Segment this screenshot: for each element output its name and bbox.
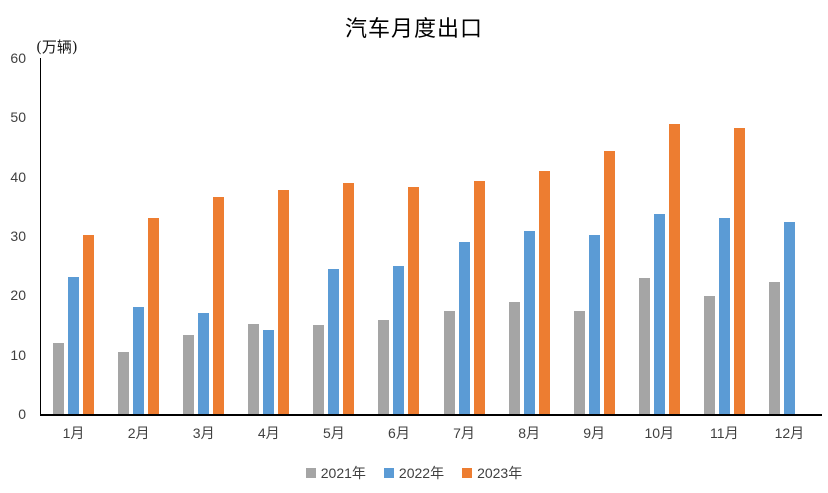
bar-group-3月: 3月 [171,58,236,441]
bar-2021年-2月 [118,351,130,414]
bar-group-4月: 4月 [236,58,301,441]
bar-2023年-2月 [148,218,160,414]
bar-group-6月: 6月 [366,58,431,441]
bar-2022年-5月 [328,268,340,414]
plot-area: 0 10 20 30 40 50 60 1月 2月 3月 4月 5月 6月 7月 8月 9月 10月 11月 12… [10,50,822,441]
bar-2023年-5月 [343,183,355,414]
y-tick-label-40: 40 [10,168,26,185]
y-tick-label-20: 20 [10,287,26,304]
bar-2021年-4月 [248,324,260,414]
bar-group-7月: 7月 [431,58,496,441]
y-tick-label-60: 60 [10,50,26,66]
bar-2023年-11月 [733,128,745,414]
x-axis-label-4月: 4月 [257,425,280,441]
bar-2021年-11月 [703,295,715,414]
bar-2022年-4月 [263,330,275,414]
bar-2023年-8月 [538,171,550,414]
bar-2022年-3月 [198,313,210,414]
bar-groups: 1月 2月 3月 4月 5月 6月 7月 8月 9月 10月 11月 12月 [41,58,822,441]
x-axis-label-6月: 6月 [388,425,410,441]
bar-2021年-8月 [508,302,520,414]
bar-2022年-9月 [588,235,600,414]
x-axis-label-5月: 5月 [322,425,345,441]
legend: 2021年 2022年 2023年 [0,463,828,483]
legend-label: 2021年 [320,465,366,481]
bar-group-11月: 11月 [692,58,757,441]
x-axis-label-7月: 7月 [453,425,475,441]
bar-2022年-7月 [458,241,470,414]
legend-marker-icon [383,468,394,478]
bar-2021年-10月 [638,277,650,414]
y-axis-unit-label: (万辆) [36,38,78,56]
chart-title: 汽车月度出口 [344,17,483,42]
legend-marker-icon [305,468,316,478]
bar-2023年-9月 [603,150,615,414]
x-axis-label-9月: 9月 [583,425,606,441]
bar-2021年-9月 [573,311,585,414]
x-axis-label-3月: 3月 [192,425,215,441]
bar-group-2月: 2月 [106,58,171,441]
bar-2023年-10月 [668,123,680,414]
bar-group-1月: 1月 [41,58,106,441]
bar-2023年-1月 [83,235,95,414]
bar-2021年-1月 [53,343,65,414]
bar-2022年-11月 [718,218,730,414]
bar-2021年-7月 [443,310,455,414]
y-tick-label-50: 50 [10,109,26,126]
bar-group-5月: 5月 [301,58,366,441]
x-axis-label-2月: 2月 [127,425,150,441]
bar-2022年-12月 [783,221,795,414]
legend-marker-icon [462,468,473,478]
bar-group-8月: 8月 [497,58,562,441]
legend-item-2021年: 2021年 [305,463,366,483]
bar-2023年-4月 [278,190,290,414]
bar-2021年-5月 [313,325,325,414]
y-tick-label-10: 10 [10,346,26,363]
legend-label: 2023年 [477,465,523,481]
bar-2023年-3月 [213,197,225,414]
x-axis-label-1月: 1月 [62,425,85,441]
y-tick-label-0: 0 [18,406,26,422]
bar-2023年-6月 [408,187,420,414]
x-axis-label-8月: 8月 [518,425,540,441]
x-axis-label-12月: 12月 [774,425,805,441]
x-axis-label-10月: 10月 [644,425,675,441]
bar-2021年-6月 [378,320,390,414]
bar-group-10月: 10月 [627,58,692,441]
bar-2021年-12月 [768,281,780,414]
bar-2021年-3月 [183,335,195,414]
bar-2022年-1月 [68,276,80,414]
y-tick-label-30: 30 [10,228,26,244]
x-axis-label-11月: 11月 [710,425,739,441]
legend-label: 2022年 [398,465,445,481]
bar-2022年-8月 [523,231,535,414]
bar-group-12月: 12月 [757,58,822,441]
bar-2022年-10月 [653,214,665,414]
legend-item-2023年: 2023年 [462,463,522,483]
legend-item-2022年: 2022年 [383,463,445,483]
bar-2022年-6月 [393,266,405,414]
bar-group-9月: 9月 [562,58,627,441]
bar-2023年-7月 [473,181,485,414]
bar-2022年-2月 [133,307,145,414]
